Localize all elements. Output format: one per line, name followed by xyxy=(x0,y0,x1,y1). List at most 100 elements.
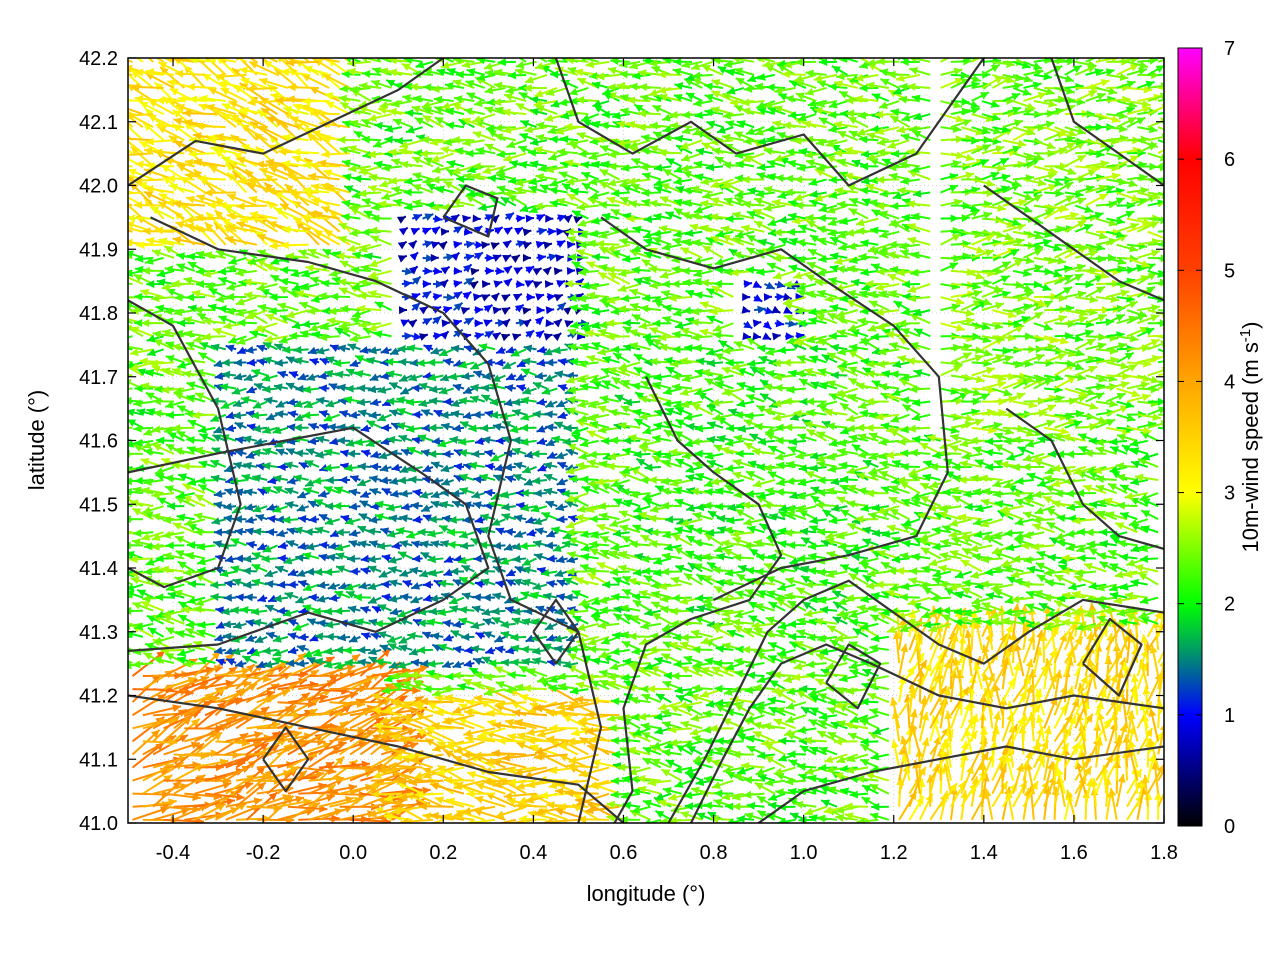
wind-vector-head xyxy=(659,817,668,823)
wind-vector-head xyxy=(710,815,719,823)
wind-vector-head xyxy=(704,737,713,746)
wind-vector-head xyxy=(668,725,677,734)
wind-vector-head xyxy=(420,822,421,823)
wind-vector xyxy=(504,818,537,823)
wind-vector-head xyxy=(1112,752,1121,761)
wind-vector-head xyxy=(159,806,169,814)
wind-vector-head xyxy=(369,780,379,789)
wind-vector-head xyxy=(610,736,620,745)
wind-vector-head xyxy=(836,755,846,764)
wind-vector-head xyxy=(805,767,814,776)
wind-vector-head xyxy=(921,711,929,721)
wind-vector-head xyxy=(577,815,587,823)
wind-vector-head xyxy=(755,767,765,776)
wind-vector-head xyxy=(113,541,121,549)
wind-vector-head xyxy=(325,794,335,802)
wind-vector-head xyxy=(1108,788,1117,797)
wind-vector-head xyxy=(640,722,650,731)
wind-vector-head xyxy=(494,823,503,831)
wind-vector-head xyxy=(505,819,513,823)
wind-vector-head xyxy=(860,744,870,752)
wind-vector-head xyxy=(555,787,564,796)
wind-vector-head xyxy=(773,767,783,776)
wind-vector-head xyxy=(467,818,475,823)
wind-vector-head xyxy=(617,763,626,772)
wind-vector-head xyxy=(525,795,535,804)
wind-vector-head xyxy=(423,771,432,779)
wind-vector-head xyxy=(817,814,826,823)
wind-vector-head xyxy=(764,756,774,764)
wind-vector-head xyxy=(485,757,495,766)
wind-vector-head xyxy=(505,718,514,727)
wind-vector-head xyxy=(777,817,786,823)
wind-vector-head xyxy=(526,736,536,745)
wind-vector-head xyxy=(1083,766,1092,776)
wind-vector-head xyxy=(825,765,835,774)
wind-vector-head xyxy=(711,759,721,768)
wind-vector-head xyxy=(824,755,834,764)
wind-vector-head xyxy=(463,729,473,738)
wind-vector-head xyxy=(113,655,122,662)
wind-vector-head xyxy=(566,762,576,771)
wind-vector-head xyxy=(768,793,778,801)
wind-vector-head xyxy=(1085,713,1093,723)
wind-vector-head xyxy=(819,746,829,755)
wind-vector-head xyxy=(415,790,424,799)
wind-vector-head xyxy=(844,812,854,821)
wind-vector-head xyxy=(980,751,989,761)
wind-vector-head xyxy=(434,796,444,805)
wind-vector-head xyxy=(637,774,646,783)
wind-vector-head xyxy=(377,766,387,775)
wind-vector-head xyxy=(827,786,837,794)
wind-vector-head xyxy=(722,766,732,774)
wind-vector-head xyxy=(627,746,637,755)
wind-vector-head xyxy=(549,724,558,733)
wind-vector-head xyxy=(219,758,229,767)
wind-vector-head xyxy=(445,740,454,749)
wind-vector-head xyxy=(172,780,182,790)
wind-vector-head xyxy=(1065,789,1074,799)
wind-vector-head xyxy=(743,790,752,799)
wind-vector-head xyxy=(383,813,393,821)
wind-vector-head xyxy=(260,706,270,715)
wind-vector-head xyxy=(371,790,380,799)
wind-vector-head xyxy=(482,777,491,786)
wind-vector-head xyxy=(798,816,807,823)
wind-vector-head xyxy=(1078,749,1087,759)
wind-vector-head xyxy=(514,801,524,810)
wind-vector-head xyxy=(537,730,546,738)
wind-vector-head xyxy=(727,818,735,823)
wind-vector-head xyxy=(293,730,302,739)
wind-vector-head xyxy=(662,786,672,795)
wind-vector-head xyxy=(732,750,741,759)
wind-vector-head xyxy=(784,777,794,786)
wind-vector-head xyxy=(827,732,837,740)
wind-vector-head xyxy=(665,759,675,768)
wind-vector-head xyxy=(546,801,555,810)
wind-vector-head xyxy=(507,766,516,775)
wind-vector-head xyxy=(119,529,127,537)
wind-vector-head xyxy=(585,806,594,815)
wind-vector-head xyxy=(378,731,388,740)
wind-vector-head xyxy=(971,713,980,723)
wind-vector-head xyxy=(446,797,456,806)
wind-vector-head xyxy=(492,721,502,730)
wind-vector-head xyxy=(558,754,568,762)
wind-vector-head xyxy=(631,787,641,796)
wind-vector-head xyxy=(608,724,617,733)
wind-vector-head xyxy=(661,748,671,757)
wind-vector-head xyxy=(1154,791,1163,800)
wind-vector-head xyxy=(833,737,843,746)
wind-vector-head xyxy=(687,746,697,754)
wind-vector-head xyxy=(834,772,844,780)
wind-vector-head xyxy=(256,766,266,775)
wind-vector-head xyxy=(680,811,690,819)
wind-vector-head xyxy=(651,741,661,750)
wind-vector-head xyxy=(845,765,855,774)
wind-vector-head xyxy=(128,606,132,615)
wind-vector-head xyxy=(983,788,992,798)
wind-vector-head xyxy=(327,766,337,775)
wind-vector-head xyxy=(382,727,392,736)
wind-vector-head xyxy=(308,708,318,717)
wind-vector-head xyxy=(642,758,652,766)
